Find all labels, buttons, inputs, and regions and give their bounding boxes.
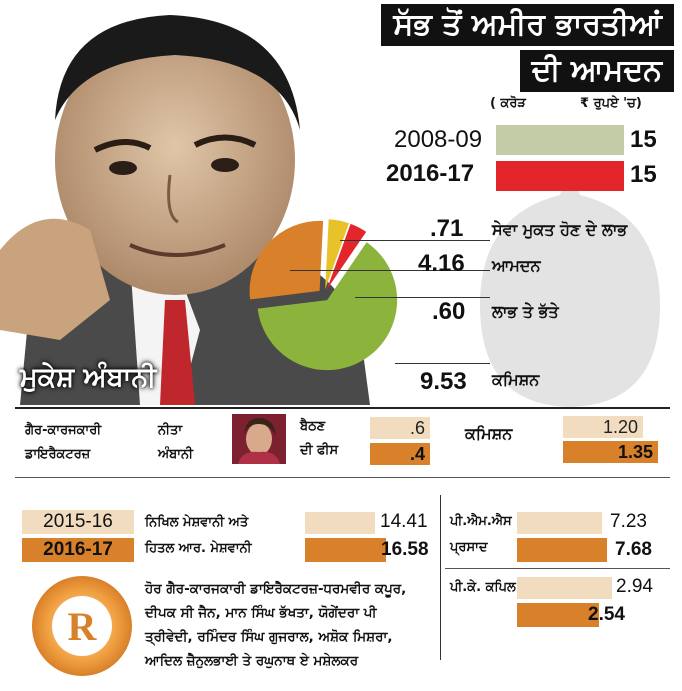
prasad-value-2016: 7.68 [615,539,652,560]
other-directors-line: ਤ੍ਰੀਵੇਦੀ, ਰਮਿੰਦਰ ਸਿੰਘ ਗੁਜਰਾਲ, ਅਸ਼ੋਕ ਮਿਸ਼… [145,629,393,645]
pie-label-commission: ਕਮਿਸ਼ਨ [492,370,540,389]
pie-value-salary: 4.16 [418,250,465,277]
meshwani-bar-2015 [305,512,375,534]
prasad-value-2015: 7.23 [610,511,647,532]
section-divider [15,477,670,478]
pie-label-retirement: ਸੇਵਾ ਮੁਕਤ ਹੋਣ ਦੇ ਲਾਭ [492,220,628,239]
title-line-2: ਦੀ ਆਮਦਨ [519,50,674,92]
leader-line [355,297,490,298]
prasad-bar-2015 [517,512,603,534]
legend-2015-16: 2015-16 [22,510,134,534]
prasad-bar-2016 [517,538,608,562]
leader-line [340,240,490,241]
section-divider [445,568,670,569]
kapil-value-2016: 2.54 [588,604,625,625]
nita-fee-2015: .6 [370,417,430,439]
pie-slice [325,219,350,290]
pie-slice [257,242,398,371]
pie-slice [249,220,324,300]
other-directors-line: ਆਦਿਲ ਜ਼ੈਨੁਲਭਾਈ ਤੇ ਰਘੁਨਾਥ ਏ ਮਸ਼ੇਲਕਰ [145,653,359,669]
year-label-2008: 2008-09 [394,126,483,153]
kapil-label: ਪੀ.ਕੇ. ਕਪਿਲ [450,580,516,595]
legend-2016-17: 2016-17 [22,538,134,562]
pie-value-perks: .60 [432,298,466,325]
meshwani-label-1: ਨਿਖਿਲ ਮੇਸ਼ਵਾਨੀ ਅਤੇ [145,515,249,530]
other-directors-line: ਦੀਪਕ ਸੀ ਜੈਨ, ਮਾਨ ਸਿੰਘ ਭੱਖਤਾ, ਯੋਗੇਂਦਰਾ ਪੀ [145,605,377,621]
nita-name-1: ਨੀਤਾ [158,423,183,438]
meshwani-label-2: ਹਿਤਲ ਆਰ. ਮੇਸ਼ਵਾਨੀ [145,541,252,556]
pie-label-salary: ਆਮਦਨ [492,256,541,275]
leader-line [290,270,490,271]
nita-fee-2016: .4 [370,443,430,465]
logo-letter: R [68,604,98,649]
pie-value-retirement: .71 [430,215,464,242]
nita-commission-2015: 1.20 [563,416,643,438]
bar-value-2016: 15 [630,161,657,188]
portrait-photo [0,0,420,405]
title-line-1: ਸੱਭ ਤੋਂ ਅਮੀਰ ਭਾਰਤੀਆਂ [381,4,674,46]
prasad-label-2: ਪ੍ਰਸਾਦ [450,540,488,555]
fee-label-2: ਦੀ ਫੀਸ [300,443,339,458]
nita-name-2: ਅੰਬਾਨੀ [158,447,194,462]
pie-label-perks: ਲਾਭ ਤੇ ਭੱਤੇ [492,302,559,321]
other-directors-line: ਹੋਰ ਗੈਰ-ਕਾਰਜਕਾਰੀ ਡਾਇਰੈਕਟਰਜ਼-ਧਰਮਵੀਰ ਕਪੂਰ, [145,581,407,597]
kapil-value-2015: 2.94 [616,576,653,597]
nita-commission-2016: 1.35 [563,441,658,463]
leader-line [395,363,490,364]
nita-photo [232,414,286,464]
kapil-bar-2015 [517,577,612,599]
pie-value-commission: 9.53 [420,368,467,395]
other-directors: ਹੋਰ ਗੈਰ-ਕਾਰਜਕਾਰੀ ਡਾਇਰੈਕਟਰਜ਼-ਧਰਮਵੀਰ ਕਪੂਰ,… [145,577,406,673]
prasad-label-1: ਪੀ.ਐਮ.ਐਸ [450,514,512,529]
bar-2008-09 [496,125,624,155]
unit-left: ( ਕਰੋੜ [490,96,526,111]
person-name: ਮੁਕੇਸ਼ ਅੰਬਾਨੀ [20,362,157,393]
year-label-2016: 2016-17 [386,160,475,187]
bar-2016-17 [496,161,624,191]
reliance-logo: R [32,576,132,676]
meshwani-value-2015: 14.41 [380,511,428,532]
bar-value-2008: 15 [630,126,657,153]
directors-heading-2: ਡਾਇਰੈਕਟਰਜ਼ [25,447,91,462]
column-divider [440,495,441,660]
meshwani-bar-2016 [305,538,386,562]
meshwani-value-2016: 16.58 [381,539,429,560]
commission-label: ਕਮਿਸ਼ਨ [465,424,513,443]
speech-bubble [480,167,660,407]
section-divider [15,407,670,409]
directors-heading-1: ਗੈਰ-ਕਾਰਜਕਾਰੀ [25,423,102,438]
fee-label-1: ਬੈਠਣ [300,419,326,434]
kapil-bar-2016 [517,603,600,627]
unit-right: ₹ ਰੁਪਏ 'ਚ) [580,96,642,111]
